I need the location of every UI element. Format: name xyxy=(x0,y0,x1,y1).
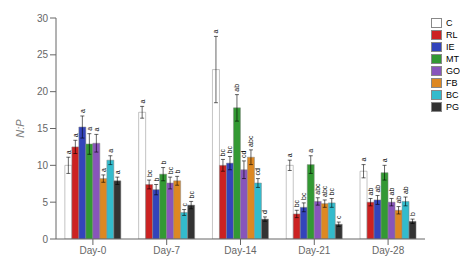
svg-text:bc: bc xyxy=(328,188,335,196)
svg-text:bc: bc xyxy=(219,149,226,157)
svg-text:a: a xyxy=(65,150,72,154)
html-text:IE: IE xyxy=(446,42,455,52)
svg-text:b: b xyxy=(409,212,416,216)
svg-text:a: a xyxy=(86,127,93,131)
html-text:GO: GO xyxy=(446,66,460,76)
svg-text:10: 10 xyxy=(37,160,49,171)
svg-text:bc: bc xyxy=(146,169,153,177)
html-text:PG: PG xyxy=(446,102,459,112)
svg-text:30: 30 xyxy=(37,13,49,24)
svg-text:c: c xyxy=(181,203,188,207)
svg-text:ab: ab xyxy=(367,188,374,196)
svg-text:a: a xyxy=(79,109,86,113)
svg-text:a: a xyxy=(107,149,114,153)
svg-text:a: a xyxy=(114,170,121,174)
html-text:BC: BC xyxy=(446,90,459,100)
svg-text:b: b xyxy=(153,177,160,181)
svg-text:bc: bc xyxy=(300,192,307,200)
svg-text:bc: bc xyxy=(226,146,233,154)
svg-text:a: a xyxy=(212,29,219,33)
svg-text:d: d xyxy=(261,210,268,214)
svg-text:a: a xyxy=(139,99,146,103)
svg-text:a: a xyxy=(360,158,367,162)
svg-text:a: a xyxy=(307,149,314,153)
html-text:FB: FB xyxy=(446,78,458,88)
svg-text:20: 20 xyxy=(37,86,49,97)
svg-text:bc: bc xyxy=(188,191,195,199)
svg-text:ab: ab xyxy=(395,196,402,204)
svg-text:bc: bc xyxy=(293,199,300,207)
svg-text:Day-0: Day-0 xyxy=(80,245,107,256)
svg-text:abc: abc xyxy=(321,185,328,197)
html-text:C: C xyxy=(446,18,453,28)
svg-text:b: b xyxy=(160,161,167,165)
svg-text:Day-14: Day-14 xyxy=(224,245,257,256)
svg-text:Day-21: Day-21 xyxy=(298,245,331,256)
svg-text:Day-28: Day-28 xyxy=(372,245,405,256)
svg-text:cd: cd xyxy=(254,168,261,176)
svg-text:cd: cd xyxy=(240,150,247,158)
svg-text:a: a xyxy=(286,153,293,157)
html-text:RL: RL xyxy=(446,30,458,40)
html-text:MT: MT xyxy=(446,54,459,64)
svg-text:15: 15 xyxy=(37,123,49,134)
svg-text:5: 5 xyxy=(42,197,48,208)
svg-text:ab: ab xyxy=(402,186,409,194)
svg-text:a: a xyxy=(100,168,107,172)
svg-text:0: 0 xyxy=(42,234,48,245)
svg-text:ab: ab xyxy=(374,185,381,193)
svg-text:25: 25 xyxy=(37,49,49,60)
svg-text:ab: ab xyxy=(233,84,240,92)
svg-text:ab: ab xyxy=(388,188,395,196)
svg-text:c: c xyxy=(335,215,342,219)
svg-text:bc: bc xyxy=(167,166,174,174)
svg-text:abc: abc xyxy=(247,135,254,147)
svg-text:b: b xyxy=(174,169,181,173)
svg-text:abc: abc xyxy=(314,183,321,195)
svg-text:Day-7: Day-7 xyxy=(153,245,180,256)
svg-text:a: a xyxy=(381,158,388,162)
svg-text:N:P: N:P xyxy=(14,119,26,138)
svg-text:a: a xyxy=(72,133,79,137)
svg-text:a: a xyxy=(93,127,100,131)
